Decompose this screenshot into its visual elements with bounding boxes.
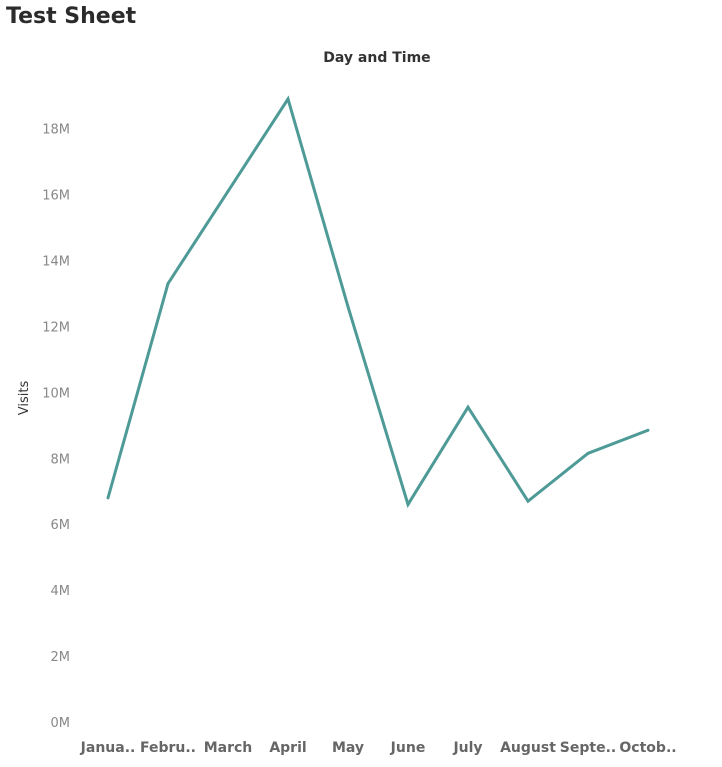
data-point[interactable]: [286, 97, 290, 101]
x-axis: Janua.. Febru.. March April May June July Augus…: [80, 740, 677, 756]
x-tick-label: Octob..: [619, 740, 676, 756]
x-tick-label: Septe..: [560, 740, 616, 756]
x-tick-label: Febru..: [140, 740, 196, 756]
data-point[interactable]: [346, 305, 350, 309]
data-point[interactable]: [586, 451, 590, 455]
y-tick-label: 4M: [51, 584, 71, 599]
series-line[interactable]: [106, 95, 649, 509]
y-tick-label: 12M: [42, 320, 70, 335]
x-tick-label: April: [269, 740, 306, 756]
y-tick-label: 2M: [51, 650, 71, 665]
data-point[interactable]: [406, 502, 410, 506]
data-point[interactable]: [646, 428, 650, 432]
y-tick-label: 0M: [51, 716, 71, 731]
data-point[interactable]: [106, 496, 110, 500]
y-tick-label: 14M: [42, 255, 70, 270]
sheet-title: Test Sheet: [6, 4, 137, 29]
data-point[interactable]: [226, 189, 230, 193]
y-tick-label: 6M: [51, 518, 71, 533]
y-axis-title: Visits: [17, 381, 32, 416]
data-point[interactable]: [526, 499, 530, 503]
x-tick-label: March: [204, 740, 253, 756]
y-tick-label: 18M: [42, 123, 70, 138]
data-point[interactable]: [166, 282, 170, 286]
x-tick-label: July: [452, 740, 482, 756]
y-axis: 0M 2M 4M 6M 8M 10M 12M 14M 16M 18M: [42, 123, 70, 731]
y-tick-label: 16M: [42, 189, 70, 204]
y-tick-label: 8M: [51, 452, 71, 467]
column-header-day-and-time: Day and Time: [323, 50, 430, 66]
data-point[interactable]: [466, 405, 470, 409]
x-tick-label: August: [500, 740, 556, 756]
x-tick-label: May: [332, 740, 364, 756]
y-tick-label: 10M: [42, 386, 70, 401]
x-tick-label: June: [390, 740, 426, 756]
x-tick-label: Janua..: [80, 740, 136, 756]
plot-area: [106, 95, 650, 509]
